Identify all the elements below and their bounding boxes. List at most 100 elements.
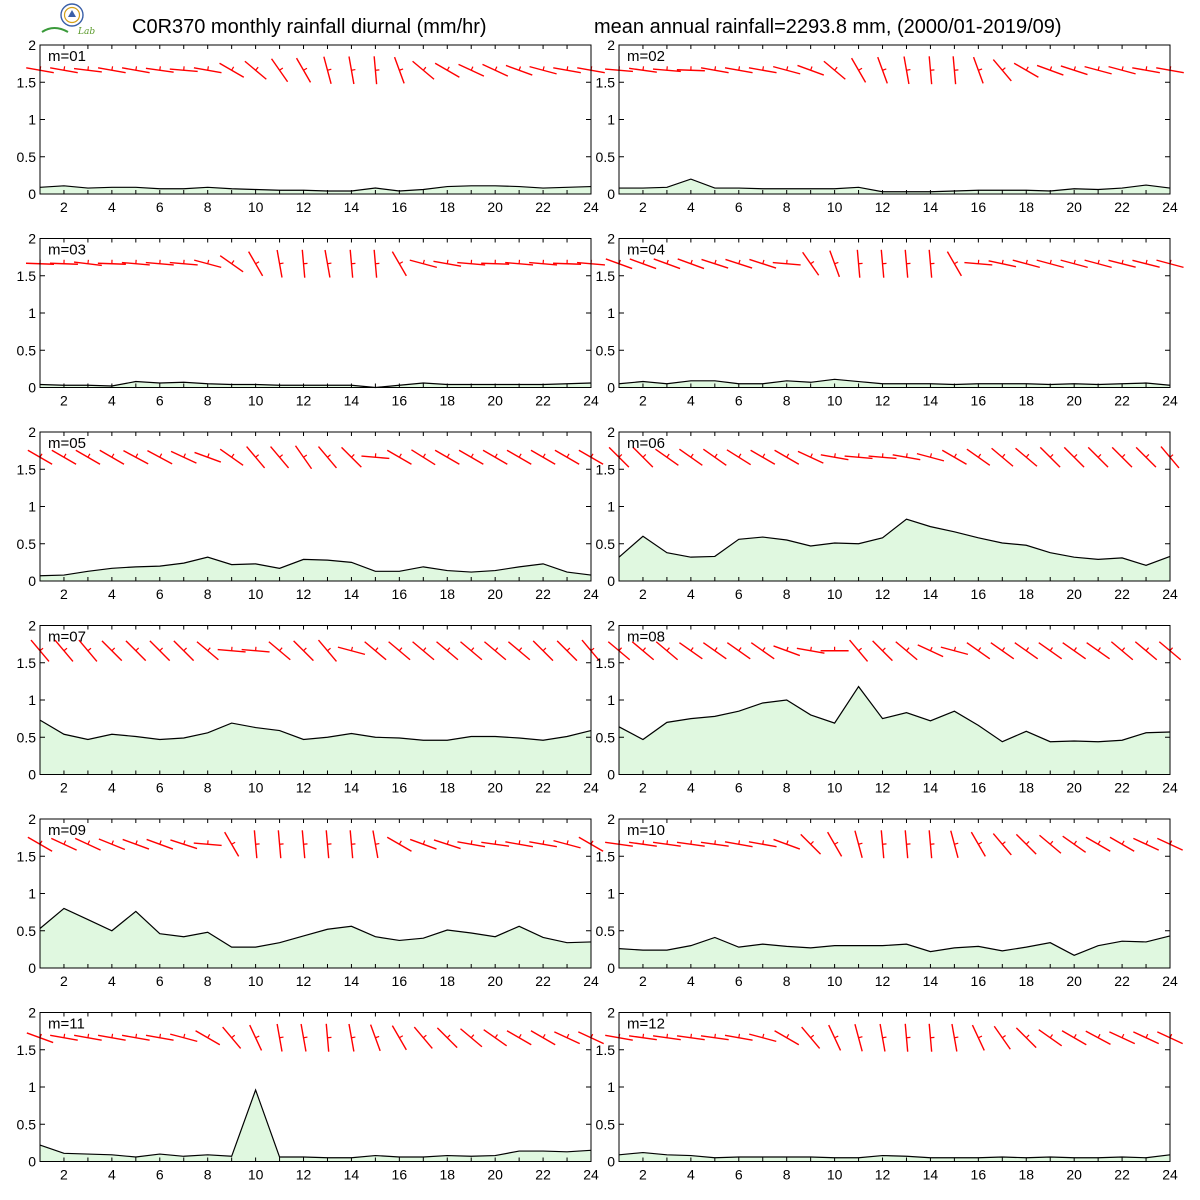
x-tick-label: 2 [60, 586, 68, 602]
wind-barb-tick [1001, 841, 1006, 845]
y-tick-label: 1 [28, 886, 36, 902]
y-tick-label: 0 [28, 186, 36, 202]
wind-barb-tick [446, 259, 449, 264]
wind-barb-tick [978, 1035, 983, 1039]
wind-barb [1111, 446, 1133, 468]
wind-barb-tick [882, 647, 886, 652]
wind-barb-tick [494, 66, 498, 71]
wind-barb [436, 641, 459, 661]
rainfall-line [618, 378, 1171, 386]
wind-barb-shaft [844, 455, 873, 460]
wind-barb [1132, 66, 1160, 74]
x-tick-label: 16 [392, 780, 408, 796]
x-tick-label: 10 [827, 973, 843, 989]
wind-barb-tick [642, 259, 645, 264]
x-tick-label: 10 [827, 586, 843, 602]
x-tick-label: 10 [248, 1167, 264, 1183]
x-tick-label: 22 [1114, 780, 1130, 796]
wind-barb-tick [446, 1034, 451, 1039]
wind-barb [224, 831, 240, 857]
panel-frame [39, 431, 592, 582]
x-tick-label: 2 [60, 1167, 68, 1183]
wind-barb [628, 840, 657, 847]
panel-label: m=07 [48, 629, 86, 646]
wind-barb [928, 1023, 935, 1052]
wind-barb [1036, 259, 1064, 269]
wind-barb [1109, 836, 1135, 852]
wind-barb-tick [977, 453, 982, 458]
rainfall-area [40, 1089, 591, 1162]
wind-barb-tick [642, 453, 647, 458]
rainfall-area [619, 935, 1170, 968]
wind-barb-tick [399, 261, 404, 265]
panel-label: m=09 [48, 822, 86, 839]
y-tick-label: 1 [607, 1079, 615, 1095]
wind-barb [797, 64, 825, 76]
rainfall-line [39, 1088, 592, 1159]
wind-barb [676, 1033, 705, 1041]
wind-barb-tick [690, 259, 693, 264]
wind-barb [122, 838, 150, 850]
wind-barb-tick [350, 646, 354, 651]
wind-barb [829, 250, 841, 278]
wind-barb-tick [255, 261, 260, 265]
wind-barb [222, 1026, 242, 1049]
wind-barb-tick [231, 841, 236, 845]
wind-barb [904, 830, 911, 859]
wind-barb [373, 249, 380, 278]
wind-barb-tick [1145, 1033, 1149, 1039]
wind-barb [249, 1024, 263, 1051]
wind-barb [724, 1033, 753, 1041]
wind-barb-tick [738, 840, 741, 845]
wind-barb-tick [810, 1034, 815, 1039]
y-tick-label: 2 [607, 618, 615, 634]
wind-barb [748, 840, 777, 848]
wind-barb-tick [422, 1034, 427, 1039]
x-tick-label: 16 [392, 973, 408, 989]
wind-barb [802, 251, 820, 276]
wind-barb [412, 60, 435, 80]
wind-barb [773, 645, 801, 657]
wind-barb [966, 642, 991, 660]
wind-barb [194, 451, 222, 463]
wind-barb [97, 259, 126, 265]
wind-barb [530, 449, 556, 465]
wind-barb [1084, 259, 1112, 269]
x-tick-label: 2 [639, 393, 647, 409]
wind-barb [483, 1029, 508, 1047]
wind-barb [1085, 836, 1111, 852]
wind-barb [506, 1030, 532, 1046]
wind-barb-tick [642, 66, 645, 71]
wind-barb-shaft [856, 249, 861, 278]
panel-m-04: 00.511.522 4 6 8 10 12 14 16 18 20 22 24m=04 [596, 231, 1184, 409]
wind-barb-tick [159, 66, 161, 71]
x-tick-label: 12 [296, 973, 312, 989]
wind-barb [268, 641, 291, 661]
wind-barb [892, 453, 921, 461]
y-tick-label: 0 [607, 573, 615, 589]
y-tick-label: 0 [28, 960, 36, 976]
wind-barb-tick [159, 840, 162, 845]
x-tick-label: 4 [108, 1167, 116, 1183]
x-tick-label: 16 [971, 1167, 987, 1183]
wind-barb [628, 1033, 657, 1041]
wind-barb-tick [422, 840, 426, 845]
x-tick-label: 2 [639, 199, 647, 215]
x-tick-label: 4 [687, 1167, 695, 1183]
panel-label: m=06 [627, 435, 665, 452]
wind-barb [950, 830, 959, 858]
wind-barb-tick [375, 1035, 380, 1039]
wind-barb [458, 63, 485, 77]
panel-m-11: 00.511.522 4 6 8 10 12 14 16 18 20 22 24m=11 [17, 1005, 604, 1183]
wind-barb [554, 449, 580, 465]
wind-barb [724, 66, 753, 74]
rainfall-line [618, 685, 1171, 743]
wind-barb [553, 66, 581, 74]
x-tick-label: 20 [1066, 973, 1082, 989]
y-tick-label: 0.5 [17, 1116, 37, 1132]
wind-barb-tick [834, 66, 838, 71]
wind-barb-tick [111, 840, 114, 845]
panel-m-05: 00.511.522 4 6 8 10 12 14 16 18 20 22 24m=05 [17, 424, 604, 602]
wind-barb [145, 259, 174, 266]
wind-barb-tick [470, 66, 474, 71]
